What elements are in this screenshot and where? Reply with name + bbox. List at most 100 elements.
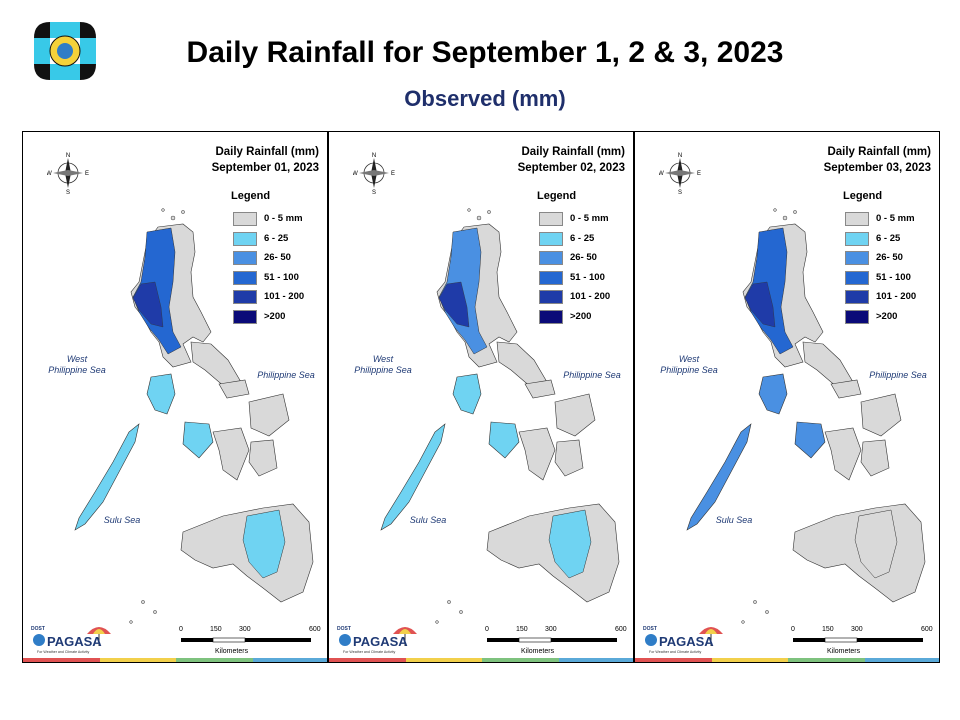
rainfall-map-panel-3: N S W E Daily Rainfall (mm) September 03… — [634, 131, 940, 663]
legend-item: 51 - 100 — [539, 270, 629, 287]
legend-label: 26- 50 — [876, 252, 903, 263]
legend-item: 26- 50 — [233, 251, 323, 267]
legend-label: 0 - 5 mm — [876, 213, 915, 224]
panel-title: Daily Rainfall (mm) September 02, 2023 — [518, 144, 625, 176]
svg-text:S: S — [372, 190, 376, 194]
north-arrow-icon: N S W E — [659, 152, 701, 194]
panel-title: Daily Rainfall (mm) September 01, 2023 — [212, 144, 319, 176]
svg-text:W: W — [353, 171, 358, 177]
legend-label: 51 - 100 — [570, 271, 605, 283]
west-philippine-sea-label: West Philippine Sea — [354, 354, 412, 375]
footer-color-segment — [405, 658, 482, 662]
legend-swatch — [539, 290, 563, 304]
panel-date: September 03, 2023 — [823, 162, 931, 174]
footer-color-segment — [99, 658, 176, 662]
philippines-map — [686, 208, 926, 624]
legend-item: 101 - 200 — [845, 290, 935, 306]
svg-text:E: E — [391, 171, 395, 177]
legend-title: Legend — [537, 190, 577, 202]
legend-item: >200 — [845, 309, 935, 326]
svg-text:DOST: DOST — [31, 626, 45, 632]
svg-text:DOST: DOST — [337, 626, 351, 632]
legend-label: >200 — [876, 310, 898, 322]
svg-text:S: S — [66, 190, 70, 194]
legend-swatch — [233, 290, 257, 304]
legend-swatch — [845, 212, 869, 226]
legend-swatch — [845, 251, 869, 265]
scale-bar: 0 150 300 600 Kilometers — [481, 626, 627, 656]
sulu-sea-label: Sulu Sea — [103, 515, 141, 525]
svg-text:W: W — [659, 171, 664, 177]
legend-label: >200 — [570, 310, 592, 322]
footer-color-bar — [635, 658, 939, 662]
svg-text:N: N — [372, 153, 376, 159]
svg-text:DOST: DOST — [643, 626, 657, 632]
legend-swatch — [233, 231, 257, 246]
footer-color-segment — [252, 658, 327, 662]
footer-color-segment — [558, 658, 633, 662]
pagasa-logo: PAGASA DOST For Weather and Climate Acti… — [335, 620, 425, 656]
legend-label: 6 - 25 — [264, 232, 289, 244]
footer-color-segment — [176, 658, 253, 662]
philippines-map — [380, 208, 620, 624]
scale-tick: 600 — [921, 626, 933, 633]
svg-text:N: N — [66, 153, 70, 159]
footer-color-segment — [635, 658, 712, 662]
svg-text:For Weather and Climate Activi: For Weather and Climate Activity — [343, 650, 395, 654]
legend-item: 0 - 5 mm — [539, 212, 629, 228]
svg-text:N: N — [678, 153, 682, 159]
legend-swatch — [845, 231, 869, 246]
scale-tick: 600 — [309, 626, 321, 633]
scale-bar: 0 150 300 600 Kilometers — [175, 626, 321, 656]
scale-unit: Kilometers — [215, 648, 249, 655]
svg-text:E: E — [697, 171, 701, 177]
west-philippine-sea-label: West Philippine Sea — [660, 354, 718, 375]
scale-tick: 150 — [516, 626, 528, 633]
legend-swatch — [233, 270, 257, 285]
legend-item: >200 — [233, 309, 323, 326]
footer-color-segment — [711, 658, 788, 662]
legend-label: 26- 50 — [264, 252, 291, 263]
footer-color-segment — [23, 658, 100, 662]
philippines-map — [74, 208, 314, 624]
scale-tick: 300 — [851, 626, 863, 633]
legend-swatch — [845, 290, 869, 304]
legend-label: 6 - 25 — [570, 232, 595, 244]
panel-date: September 01, 2023 — [211, 162, 319, 174]
legend-item: 6 - 25 — [233, 231, 323, 248]
legend-label: 0 - 5 mm — [264, 213, 303, 224]
west-philippine-sea-label: West Philippine Sea — [48, 354, 106, 375]
panel-title-line1: Daily Rainfall (mm) — [215, 146, 319, 158]
svg-text:For Weather and Climate Activi: For Weather and Climate Activity — [37, 650, 89, 654]
legend-swatch — [233, 212, 257, 226]
scale-bar: 0 150 300 600 Kilometers — [787, 626, 933, 656]
scale-unit: Kilometers — [521, 648, 555, 655]
legend-item: 0 - 5 mm — [845, 212, 935, 228]
legend-swatch — [845, 309, 869, 324]
legend-item: 101 - 200 — [233, 290, 323, 306]
scale-tick: 0 — [179, 626, 183, 633]
north-arrow-icon: N S W E — [47, 152, 89, 194]
scale-tick: 150 — [210, 626, 222, 633]
legend-label: 51 - 100 — [264, 271, 299, 283]
legend-label: 51 - 100 — [876, 271, 911, 283]
dost-pagasa-logo — [30, 18, 100, 84]
scale-tick: 300 — [545, 626, 557, 633]
svg-text:E: E — [85, 171, 89, 177]
rainfall-map-panel-1: N S W E Daily Rainfall (mm) September 01… — [22, 131, 328, 663]
panel-title-line1: Daily Rainfall (mm) — [521, 146, 625, 158]
legend-label: 101 - 200 — [876, 291, 917, 302]
legend-swatch — [233, 251, 257, 265]
footer-color-bar — [23, 658, 327, 662]
legend-item: 101 - 200 — [539, 290, 629, 306]
legend-label: 0 - 5 mm — [570, 213, 609, 224]
svg-text:W: W — [47, 171, 52, 177]
page-subtitle: Observed (mm) — [404, 86, 566, 111]
scale-tick: 0 — [485, 626, 489, 633]
sulu-sea-label: Sulu Sea — [409, 515, 447, 525]
footer-color-segment — [482, 658, 559, 662]
footer-color-segment — [788, 658, 865, 662]
page-title: Daily Rainfall for September 1, 2 & 3, 2… — [186, 36, 784, 69]
scale-tick: 300 — [239, 626, 251, 633]
legend-item: 51 - 100 — [845, 270, 935, 287]
